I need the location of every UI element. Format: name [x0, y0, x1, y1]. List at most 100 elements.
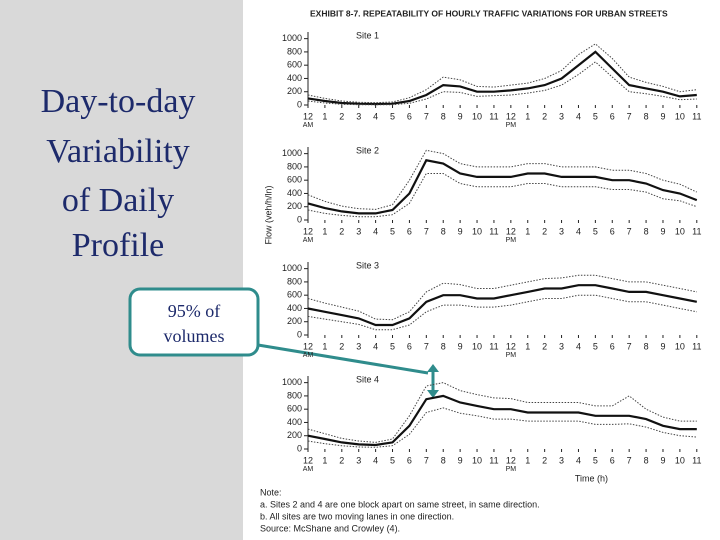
x-tick-label: 1 [322, 111, 327, 121]
x-tick-label: 6 [610, 111, 615, 121]
y-tick-label: 200 [287, 201, 302, 211]
x-tick-sublabel: PM [506, 237, 517, 244]
series-line [307, 50, 697, 106]
y-tick-label: 200 [287, 86, 302, 96]
callout-box [128, 287, 260, 357]
x-tick-label: 5 [593, 111, 598, 121]
x-tick-label: 5 [593, 341, 598, 351]
note: b. All sites are two moving lanes in one… [260, 511, 454, 521]
x-tick-label: 8 [441, 455, 446, 465]
y-tick-label: 200 [287, 430, 302, 440]
x-tick-label: 2 [542, 226, 547, 236]
x-tick-label: 11 [489, 226, 498, 236]
x-tick-label: 2 [339, 455, 344, 465]
chart-title: Site 2 [356, 145, 379, 155]
x-tick-label: 1 [525, 455, 530, 465]
callout-text: 95% of [168, 301, 221, 321]
x-tick-label: 1 [525, 226, 530, 236]
x-tick-label: 10 [472, 226, 482, 236]
x-tick-sublabel: PM [506, 352, 517, 359]
x-tick-label: 6 [610, 455, 615, 465]
x-tick-label: 6 [407, 226, 412, 236]
x-tick-sublabel: AM [303, 466, 314, 473]
note: a. Sites 2 and 4 are one block apart on … [260, 499, 540, 509]
y-tick-label: 0 [297, 214, 302, 224]
x-tick-label: 1 [525, 341, 530, 351]
x-tick-label: 6 [407, 341, 412, 351]
y-tick-label: 800 [287, 46, 302, 56]
x-tick-label: 5 [390, 226, 395, 236]
x-tick-label: 10 [472, 341, 482, 351]
x-tick-label: 4 [373, 111, 378, 121]
series-line [307, 284, 698, 327]
x-tick-label: 11 [692, 455, 701, 465]
x-tick-sublabel: AM [303, 352, 314, 359]
y-axis-label: Flow (veh/h/ln) [263, 185, 273, 244]
x-tick-label: 2 [542, 341, 547, 351]
x-tick-label: 5 [593, 455, 598, 465]
x-tick-label: 3 [559, 111, 564, 121]
y-tick-label: 800 [287, 390, 302, 400]
x-tick-label: 2 [339, 341, 344, 351]
x-tick-label: 3 [356, 226, 361, 236]
x-tick-label: 5 [390, 455, 395, 465]
note: Source: McShane and Crowley (4). [260, 523, 400, 533]
x-tick-label: 7 [424, 111, 429, 121]
x-tick-label: 1 [525, 111, 530, 121]
x-tick-label: 9 [660, 226, 665, 236]
y-tick-label: 800 [287, 161, 302, 171]
x-tick-label: 3 [356, 341, 361, 351]
x-tick-label: 8 [441, 226, 446, 236]
x-tick-label: 2 [542, 455, 547, 465]
series-line [307, 394, 697, 447]
y-tick-label: 600 [287, 175, 302, 185]
side-panel [0, 0, 243, 540]
series-line [307, 274, 697, 321]
x-tick-sublabel: AM [303, 237, 314, 244]
x-tick-label: 1 [322, 341, 327, 351]
x-tick-label: 3 [356, 455, 361, 465]
series-line [307, 43, 697, 104]
x-tick-label: 8 [644, 341, 649, 351]
x-tick-label: 3 [559, 455, 564, 465]
x-tick-label: 7 [424, 226, 429, 236]
x-tick-label: 9 [458, 455, 463, 465]
x-tick-label: 9 [458, 341, 463, 351]
callout-arrow [257, 343, 429, 375]
x-tick-label: 2 [542, 111, 547, 121]
x-tick-sublabel: AM [303, 122, 314, 129]
y-tick-label: 400 [287, 417, 302, 427]
x-tick-label: 12 [303, 341, 313, 351]
x-tick-label: 5 [390, 111, 395, 121]
series-line [307, 61, 697, 106]
x-tick-label: 3 [559, 341, 564, 351]
y-tick-label: 600 [287, 290, 302, 300]
x-tick-label: 10 [675, 111, 685, 121]
x-tick-label: 2 [339, 226, 344, 236]
arrow-heads [427, 364, 439, 398]
y-tick-label: 400 [287, 188, 302, 198]
x-tick-label: 8 [441, 341, 446, 351]
x-tick-sublabel: PM [506, 466, 517, 473]
x-tick-label: 10 [472, 111, 482, 121]
series-line [307, 382, 697, 443]
chart-title: Site 1 [356, 30, 379, 40]
x-tick-label: 4 [576, 341, 581, 351]
y-tick-label: 400 [287, 303, 302, 313]
x-tick-label: 10 [675, 455, 685, 465]
x-tick-label: 12 [506, 455, 516, 465]
y-tick-label: 400 [287, 73, 302, 83]
y-tick-label: 1000 [282, 377, 302, 387]
x-tick-label: 2 [339, 111, 344, 121]
x-tick-label: 9 [458, 111, 463, 121]
x-tick-label: 1 [322, 455, 327, 465]
y-tick-label: 0 [297, 329, 302, 339]
y-tick-label: 600 [287, 404, 302, 414]
series-line [307, 149, 698, 210]
y-tick-label: 0 [297, 99, 302, 109]
y-tick-label: 1000 [282, 263, 302, 273]
y-tick-label: 1000 [282, 33, 302, 43]
x-tick-label: 11 [489, 341, 498, 351]
series-line [307, 294, 697, 331]
x-tick-label: 9 [660, 111, 665, 121]
